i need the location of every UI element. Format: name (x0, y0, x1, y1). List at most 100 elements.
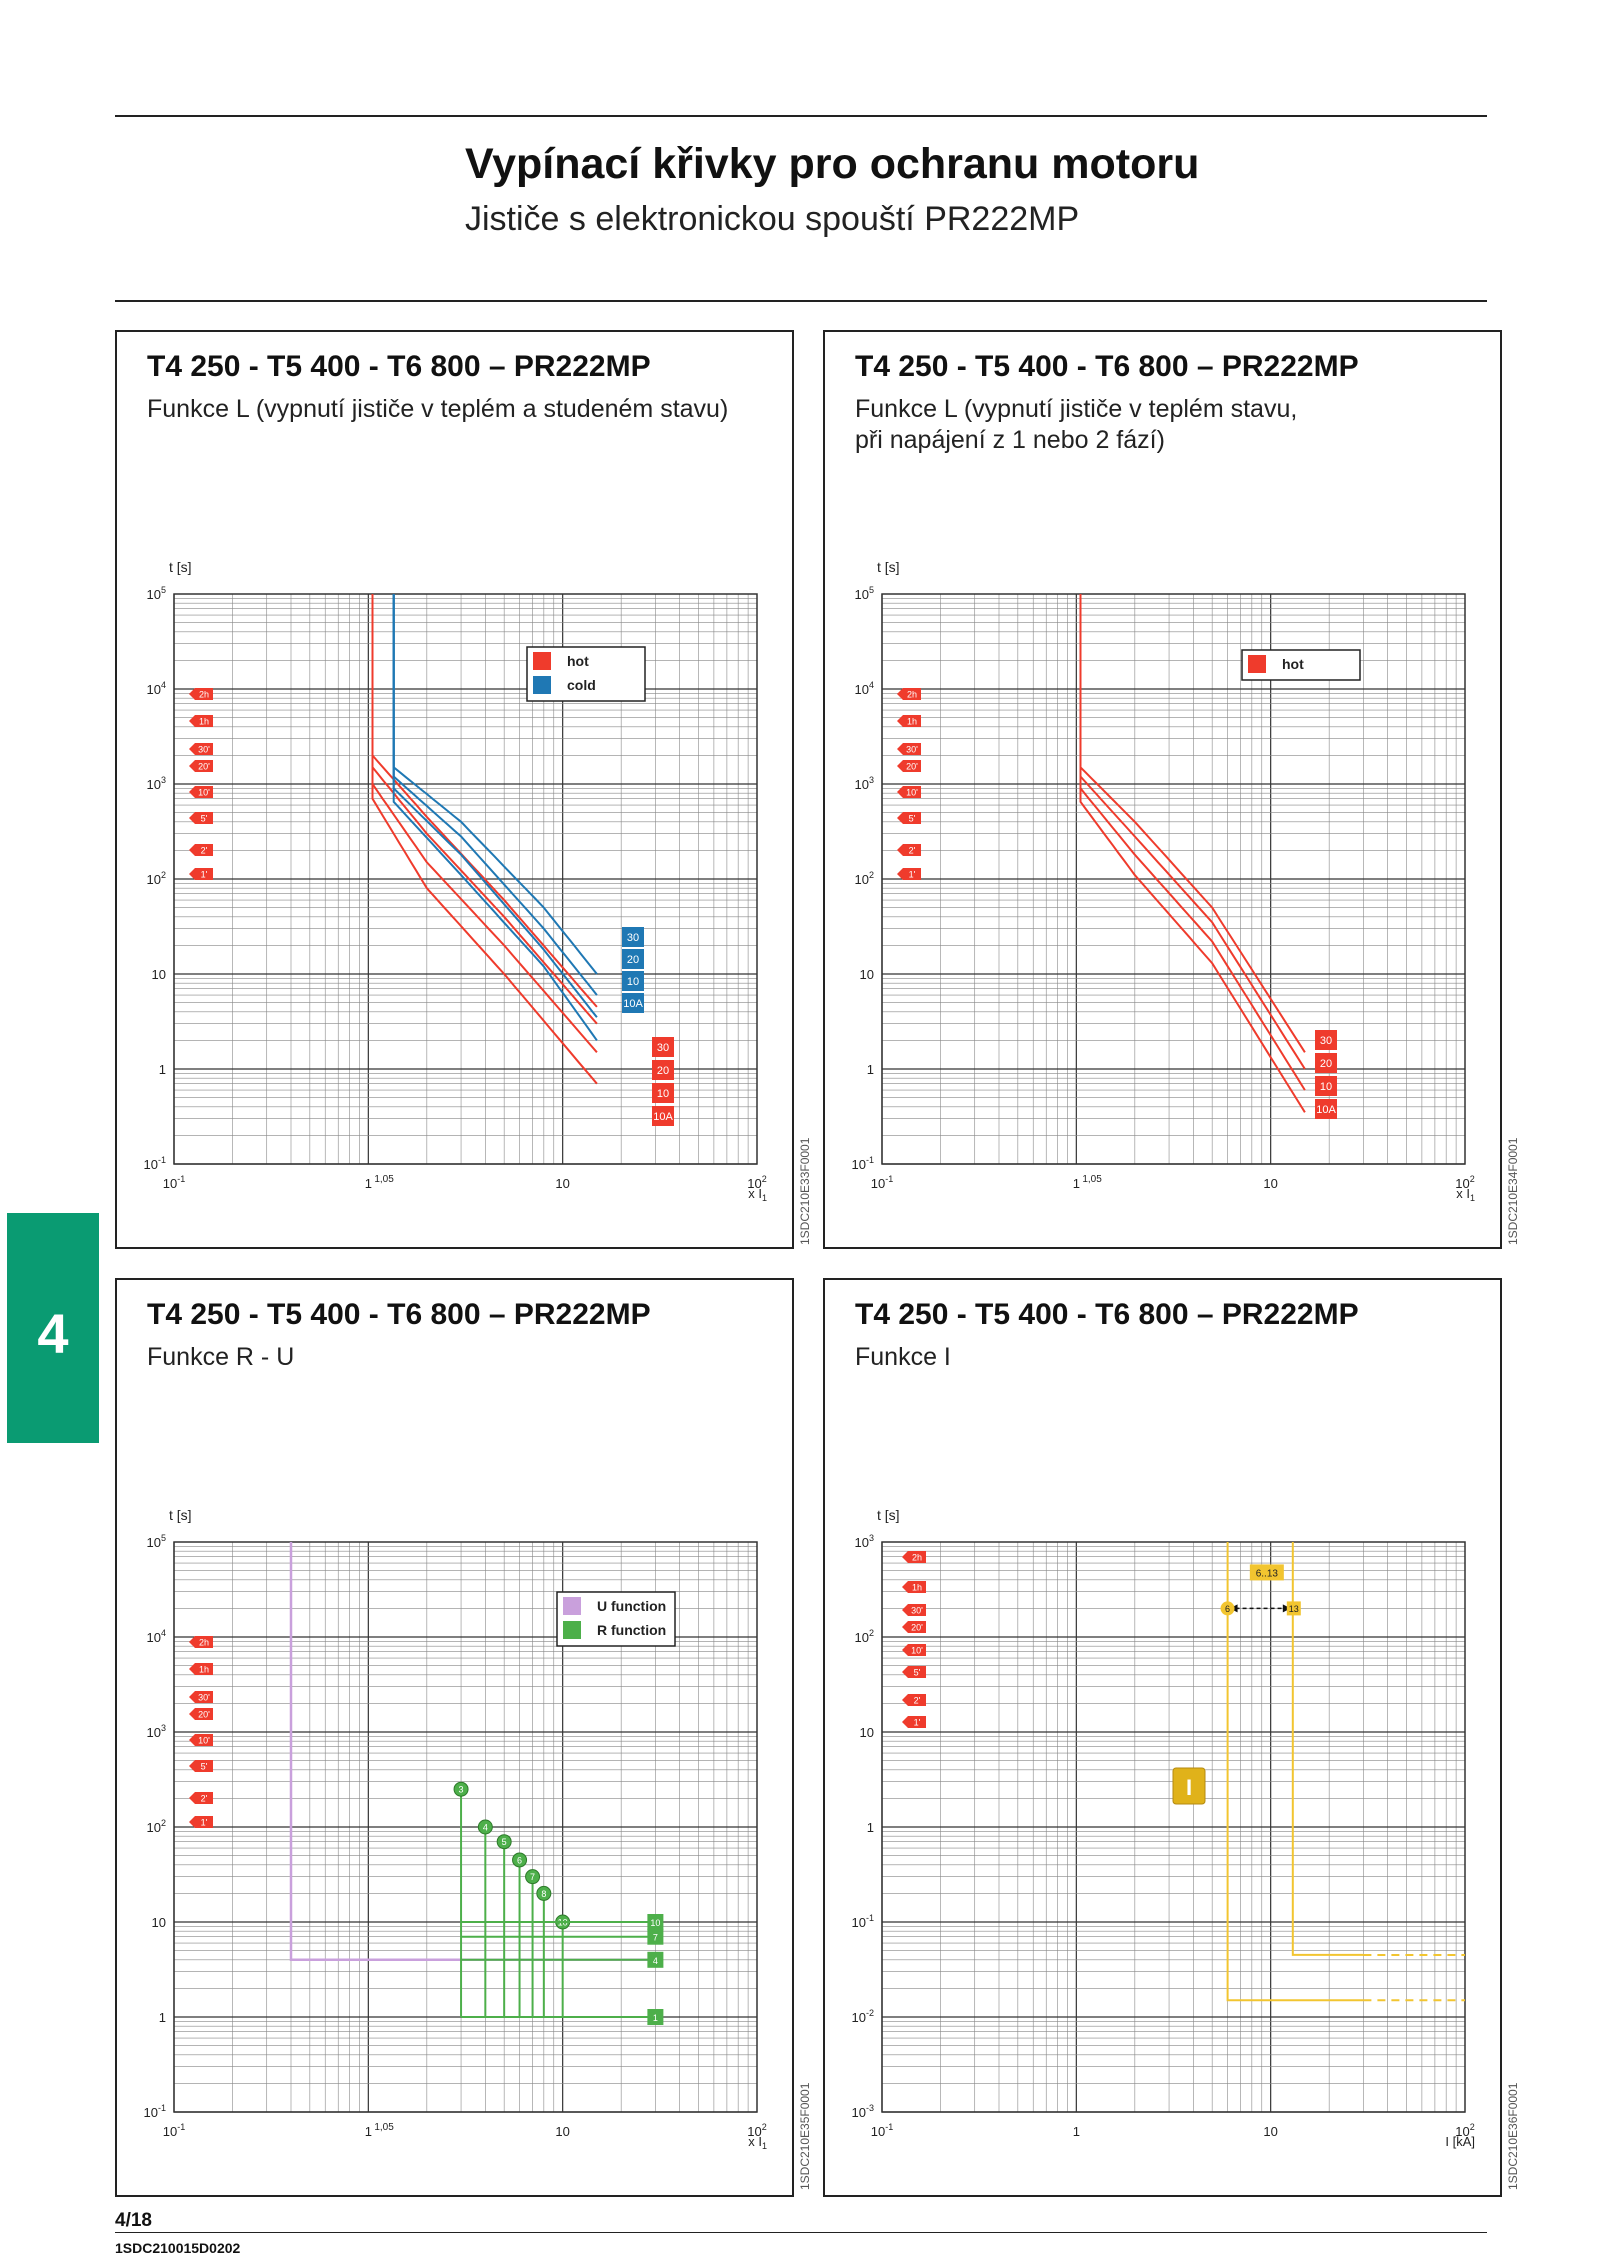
panel-subtitle: Funkce R - U (147, 1343, 295, 1371)
time-marker-label: 1' (909, 870, 916, 880)
time-marker-label: 2h (199, 690, 209, 700)
y-tick-label: 10 (152, 1915, 166, 1930)
time-marker-label: 20' (911, 1623, 923, 1633)
y-tick-label: 10-1 (852, 1913, 874, 1930)
curve-cold-10A (392, 594, 598, 1041)
x-tick-label: 10 (1263, 2124, 1277, 2139)
time-marker-tag (897, 844, 921, 856)
time-marker-tag (902, 1581, 926, 1593)
chart-panel-2: T4 250 - T5 400 - T6 800 – PR222MP Funkc… (823, 330, 1502, 1249)
time-marker-tag (189, 1663, 213, 1675)
time-marker-label: 2h (912, 1553, 922, 1563)
time-marker-tag (189, 812, 213, 824)
r-time-box (647, 1914, 664, 1930)
panel-code: 1SDC210E34F0001 (1506, 1137, 1520, 1245)
r-time-box (647, 1951, 664, 1968)
y-tick-label: 104 (147, 1628, 166, 1645)
header-rule (115, 300, 1487, 302)
time-marker-tag (189, 1792, 213, 1804)
r-threshold-marker (477, 1819, 493, 1835)
r-time-label: 1 (653, 2013, 658, 2023)
x-tick-label: 10 (1263, 1176, 1277, 1191)
page-number: 4/18 (115, 2210, 152, 2231)
y-tick-label: 104 (855, 680, 874, 697)
page-subtitle: Jističe s elektronickou spouští PR222MP (465, 200, 1080, 238)
r-time-label: 7 (653, 1933, 658, 1943)
legend-swatch (563, 1597, 581, 1615)
panel-subtitle: Funkce I (855, 1343, 951, 1371)
x-tick-label: 102 (747, 1174, 766, 1191)
range-min-label: 6 (1225, 1604, 1230, 1614)
y-tick-label: 103 (147, 1723, 166, 1740)
time-marker-label: 1h (912, 1583, 922, 1593)
time-marker-tag (902, 1694, 926, 1706)
range-max-marker (1286, 1601, 1301, 1616)
r-threshold-label: 3 (459, 1785, 464, 1795)
curve-end-label: 20 (627, 954, 639, 966)
r-threshold-label: 4 (483, 1823, 488, 1833)
curve-end-label-box (622, 949, 644, 969)
curve-end-label-box (622, 971, 644, 991)
i-curve-max (1291, 1542, 1364, 1956)
y-tick-label: 10-1 (144, 1155, 166, 1172)
time-marker-label: 1h (199, 717, 209, 727)
time-marker-tag (902, 1604, 926, 1616)
curve-end-label: 10 (1320, 1081, 1332, 1093)
time-marker-tag (897, 743, 921, 755)
section-tab-number: 4 (37, 1302, 69, 1365)
x-tick-label: 10 (555, 2124, 569, 2139)
y-tick-label: 105 (147, 1533, 166, 1550)
y-tick-label: 103 (147, 775, 166, 792)
y-axis-label: t [s] (877, 1507, 900, 1523)
plot-frame (173, 1541, 758, 2113)
r-time-label: 4 (653, 1956, 658, 1966)
x-tick-label: 1 (365, 2124, 372, 2139)
panel-subtitle: Funkce L (vypnutí jističe v teplém stavu… (855, 395, 1298, 454)
time-marker-tag (189, 688, 213, 700)
plot-frame (881, 1541, 1466, 2113)
curve-end-label: 30 (657, 1042, 669, 1054)
plot-frame (173, 593, 758, 1165)
y-tick-label: 105 (147, 585, 166, 602)
time-marker-label: 20' (906, 762, 918, 772)
y-tick-label: 103 (855, 775, 874, 792)
x-tick-label: 10 (555, 1176, 569, 1191)
panel-title: T4 250 - T5 400 - T6 800 – PR222MP (147, 1298, 651, 1331)
x-tick-label: 10-1 (871, 2122, 893, 2139)
range-min-marker (1220, 1601, 1235, 1616)
panel-code: 1SDC210E36F0001 (1506, 2082, 1520, 2190)
top-rule (115, 115, 1487, 117)
time-marker-tag (897, 868, 921, 880)
time-marker-tag (902, 1716, 926, 1728)
legend-label: hot (567, 653, 589, 669)
y-tick-label: 10 (860, 1725, 874, 1740)
time-marker-label: 30' (198, 1693, 210, 1703)
chart-panel-4: T4 250 - T5 400 - T6 800 – PR222MP Funkc… (823, 1278, 1502, 2197)
x-tick-label: 1,05 (374, 1174, 394, 1185)
time-marker-label: 30' (911, 1606, 923, 1616)
time-marker-label: 10' (906, 788, 918, 798)
y-tick-label: 103 (855, 1533, 874, 1550)
i-curve-min (1226, 1542, 1364, 2002)
y-tick-label: 102 (147, 1818, 166, 1835)
time-marker-tag (902, 1621, 926, 1633)
legend-label: U function (597, 1598, 666, 1614)
time-marker-tag (189, 715, 213, 727)
time-marker-tag (189, 1734, 213, 1746)
x-tick-label: 102 (747, 2122, 766, 2139)
panel-subtitle: Funkce L (vypnutí jističe v teplém a stu… (147, 395, 729, 423)
r-threshold-label: 8 (541, 1889, 546, 1899)
curve-end-label-box (1315, 1053, 1337, 1073)
y-tick-label: 104 (147, 680, 166, 697)
time-marker-label: 2' (914, 1696, 921, 1706)
legend-label: cold (567, 677, 596, 693)
time-marker-label: 2h (907, 690, 917, 700)
y-tick-label: 10-1 (144, 2103, 166, 2120)
time-marker-label: 1' (201, 870, 208, 880)
panel-title: T4 250 - T5 400 - T6 800 – PR222MP (855, 1298, 1359, 1331)
curve-end-label-box (652, 1106, 674, 1126)
curve-end-label-box (1315, 1099, 1337, 1119)
